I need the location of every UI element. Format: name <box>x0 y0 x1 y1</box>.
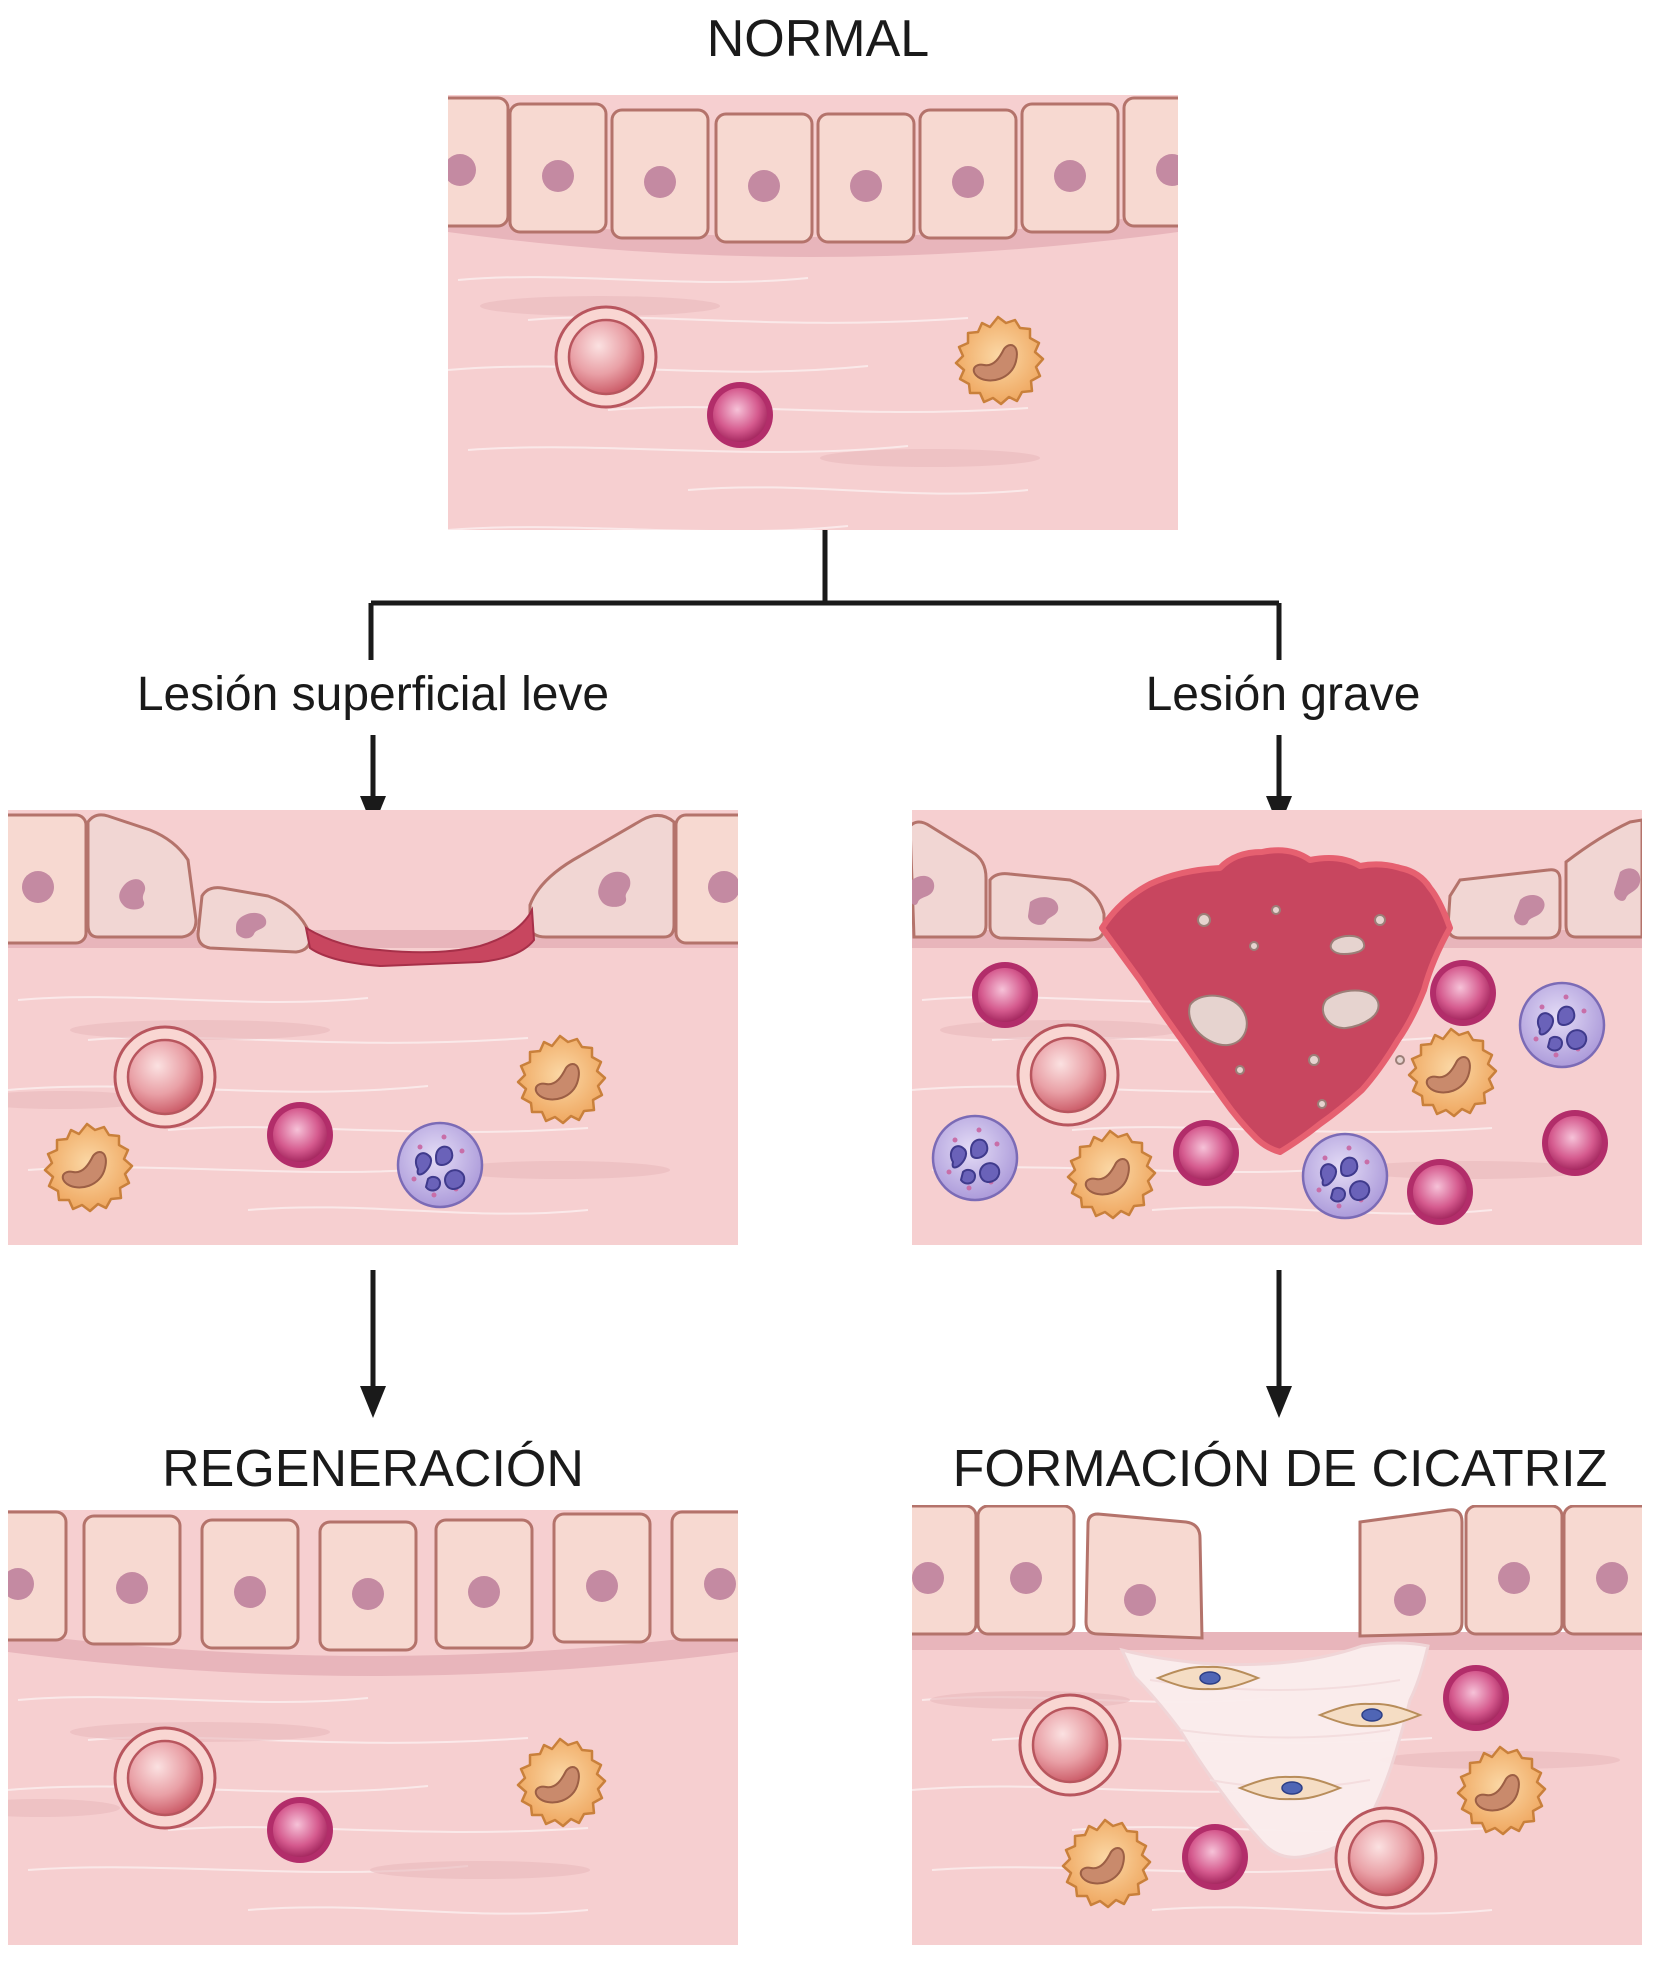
label-mild-injury: Lesión superficial leve <box>137 668 609 721</box>
blood-vessel <box>554 305 658 409</box>
arrow-to-regeneration <box>360 1270 386 1418</box>
blood-vessel <box>1016 1023 1120 1127</box>
label-normal: NORMAL <box>707 10 929 68</box>
lymphocyte <box>972 962 1038 1028</box>
panel-scar-formation <box>912 1505 1642 1945</box>
lymphocyte <box>1182 1824 1248 1890</box>
branch-connector <box>368 530 1282 660</box>
lymphocyte <box>267 1102 333 1168</box>
panel-mild-injury <box>8 810 738 1245</box>
epithelium-damaged <box>8 813 738 954</box>
neutrophil <box>1518 981 1606 1069</box>
panel-severe-injury <box>912 810 1642 1245</box>
blood-vessel <box>1018 1693 1122 1797</box>
blood-vessel <box>113 1726 217 1830</box>
lymphocyte <box>1542 1110 1608 1176</box>
label-severe-injury: Lesión grave <box>1146 668 1421 721</box>
lymphocyte <box>1407 1159 1473 1225</box>
blood-vessel <box>113 1025 217 1129</box>
epithelium-damaged <box>912 818 1642 942</box>
lymphocyte <box>267 1797 333 1863</box>
lymphocyte <box>1430 960 1496 1026</box>
blood-vessel <box>1334 1806 1438 1910</box>
neutrophil <box>396 1121 484 1209</box>
neutrophil <box>931 1114 1019 1202</box>
blood-clot <box>1099 847 1453 1155</box>
surface-clot <box>304 906 536 968</box>
lymphocyte <box>707 382 773 448</box>
neutrophil <box>1301 1132 1389 1220</box>
panel-regeneration <box>8 1510 738 1945</box>
panel-normal <box>448 95 1178 530</box>
label-regeneration: REGENERACIÓN <box>162 1440 584 1498</box>
clot-debris <box>1188 905 1405 1109</box>
lymphocyte <box>1443 1665 1509 1731</box>
lymphocyte <box>1173 1120 1239 1186</box>
label-scar-formation: FORMACIÓN DE CICATRIZ <box>953 1440 1608 1498</box>
epithelium <box>912 1505 1642 1640</box>
arrow-to-scar <box>1266 1270 1292 1418</box>
